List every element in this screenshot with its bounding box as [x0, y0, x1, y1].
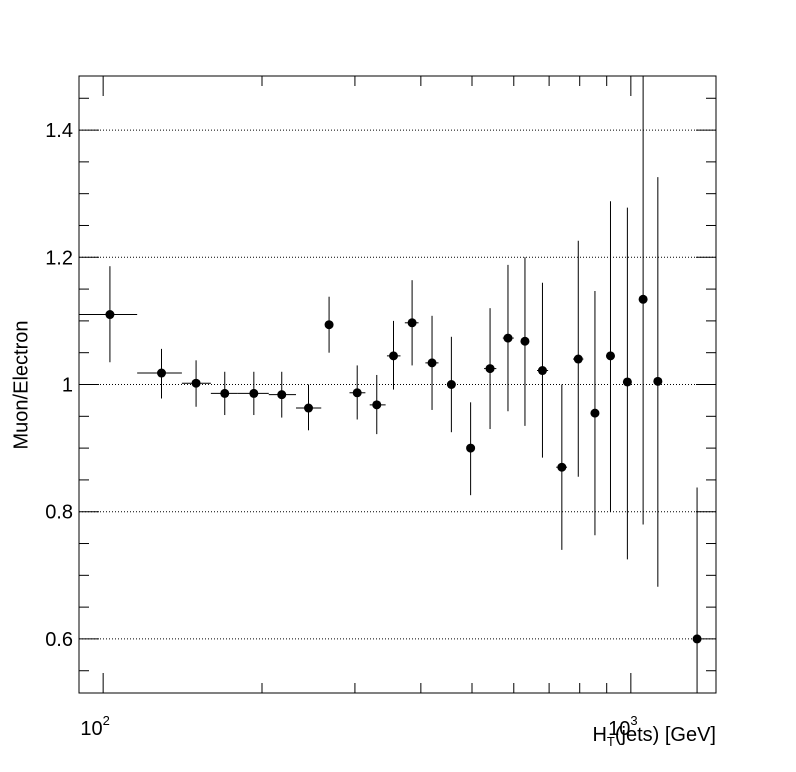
data-point	[692, 487, 702, 693]
data-point	[181, 360, 211, 407]
y-tick-label: 1.2	[45, 247, 73, 269]
data-point	[537, 282, 549, 458]
data-marker	[653, 376, 663, 386]
x-tick-label: 102	[80, 713, 109, 740]
data-point	[324, 296, 334, 353]
data-marker	[590, 408, 600, 418]
x-tick-labels: 102 103	[80, 713, 637, 740]
data-marker	[427, 358, 437, 368]
data-point	[502, 264, 514, 412]
data-point	[79, 266, 138, 363]
data-point	[425, 315, 439, 410]
data-marker	[277, 390, 287, 400]
data-marker	[324, 320, 334, 330]
data-point	[590, 290, 600, 536]
y-tick-label: 1	[62, 375, 73, 397]
data-marker	[446, 380, 456, 389]
data-point	[349, 365, 366, 420]
x-tick-label: 103	[608, 713, 637, 740]
data-point	[404, 280, 419, 366]
data-point	[268, 371, 297, 418]
data-point	[573, 240, 584, 477]
data-point	[466, 402, 476, 496]
data-point	[137, 348, 182, 399]
grid-lines	[79, 129, 716, 640]
plot-frame	[78, 75, 717, 694]
data-point	[296, 384, 322, 431]
x-tick-label-exponent: 3	[630, 713, 637, 728]
data-marker	[537, 366, 547, 376]
y-tick-label: 0.6	[45, 629, 73, 651]
data-marker	[372, 400, 382, 410]
data-point	[386, 320, 401, 390]
data-points	[79, 76, 702, 693]
data-point	[556, 384, 568, 550]
x-axis-label: HT(jets) [GeV]	[592, 724, 716, 749]
data-point	[605, 201, 615, 512]
x-axis-label-suffix: (jets) [GeV]	[614, 724, 716, 746]
data-marker	[352, 388, 362, 398]
y-tick-labels: 0.6 0.8 1 1.2 1.4	[45, 120, 73, 651]
data-marker	[249, 388, 259, 398]
data-point	[638, 76, 648, 525]
data-point	[369, 374, 386, 435]
data-point	[446, 336, 456, 433]
data-marker	[105, 310, 115, 320]
data-marker	[520, 336, 530, 346]
data-point	[237, 371, 269, 416]
data-marker	[638, 294, 648, 304]
x-tick-label-exponent: 2	[103, 713, 110, 728]
data-marker	[557, 462, 567, 472]
data-marker	[191, 378, 201, 388]
x-tick-label-base: 10	[608, 718, 630, 740]
y-tick-label: 1.4	[45, 120, 73, 142]
data-marker	[485, 364, 495, 374]
data-point	[520, 257, 530, 426]
y-tick-label: 0.8	[45, 502, 73, 524]
y-axis-label: Muon/Electron	[10, 320, 33, 450]
data-marker	[407, 318, 417, 328]
data-marker	[220, 388, 230, 398]
data-marker	[622, 377, 632, 387]
x-axis-label-prefix: H	[592, 724, 607, 746]
data-point	[210, 371, 238, 416]
data-marker	[389, 351, 399, 361]
data-point	[622, 207, 632, 560]
data-marker	[304, 403, 314, 413]
data-marker	[157, 368, 167, 378]
data-marker	[605, 351, 615, 361]
data-marker	[466, 443, 476, 453]
data-point	[653, 177, 663, 587]
data-point	[484, 308, 497, 430]
axis-ticks	[78, 76, 716, 693]
data-marker	[573, 354, 583, 364]
x-axis-label-subscript: T	[606, 734, 615, 749]
x-tick-label-base: 10	[80, 718, 102, 740]
data-marker	[503, 333, 513, 343]
data-marker	[692, 634, 702, 644]
